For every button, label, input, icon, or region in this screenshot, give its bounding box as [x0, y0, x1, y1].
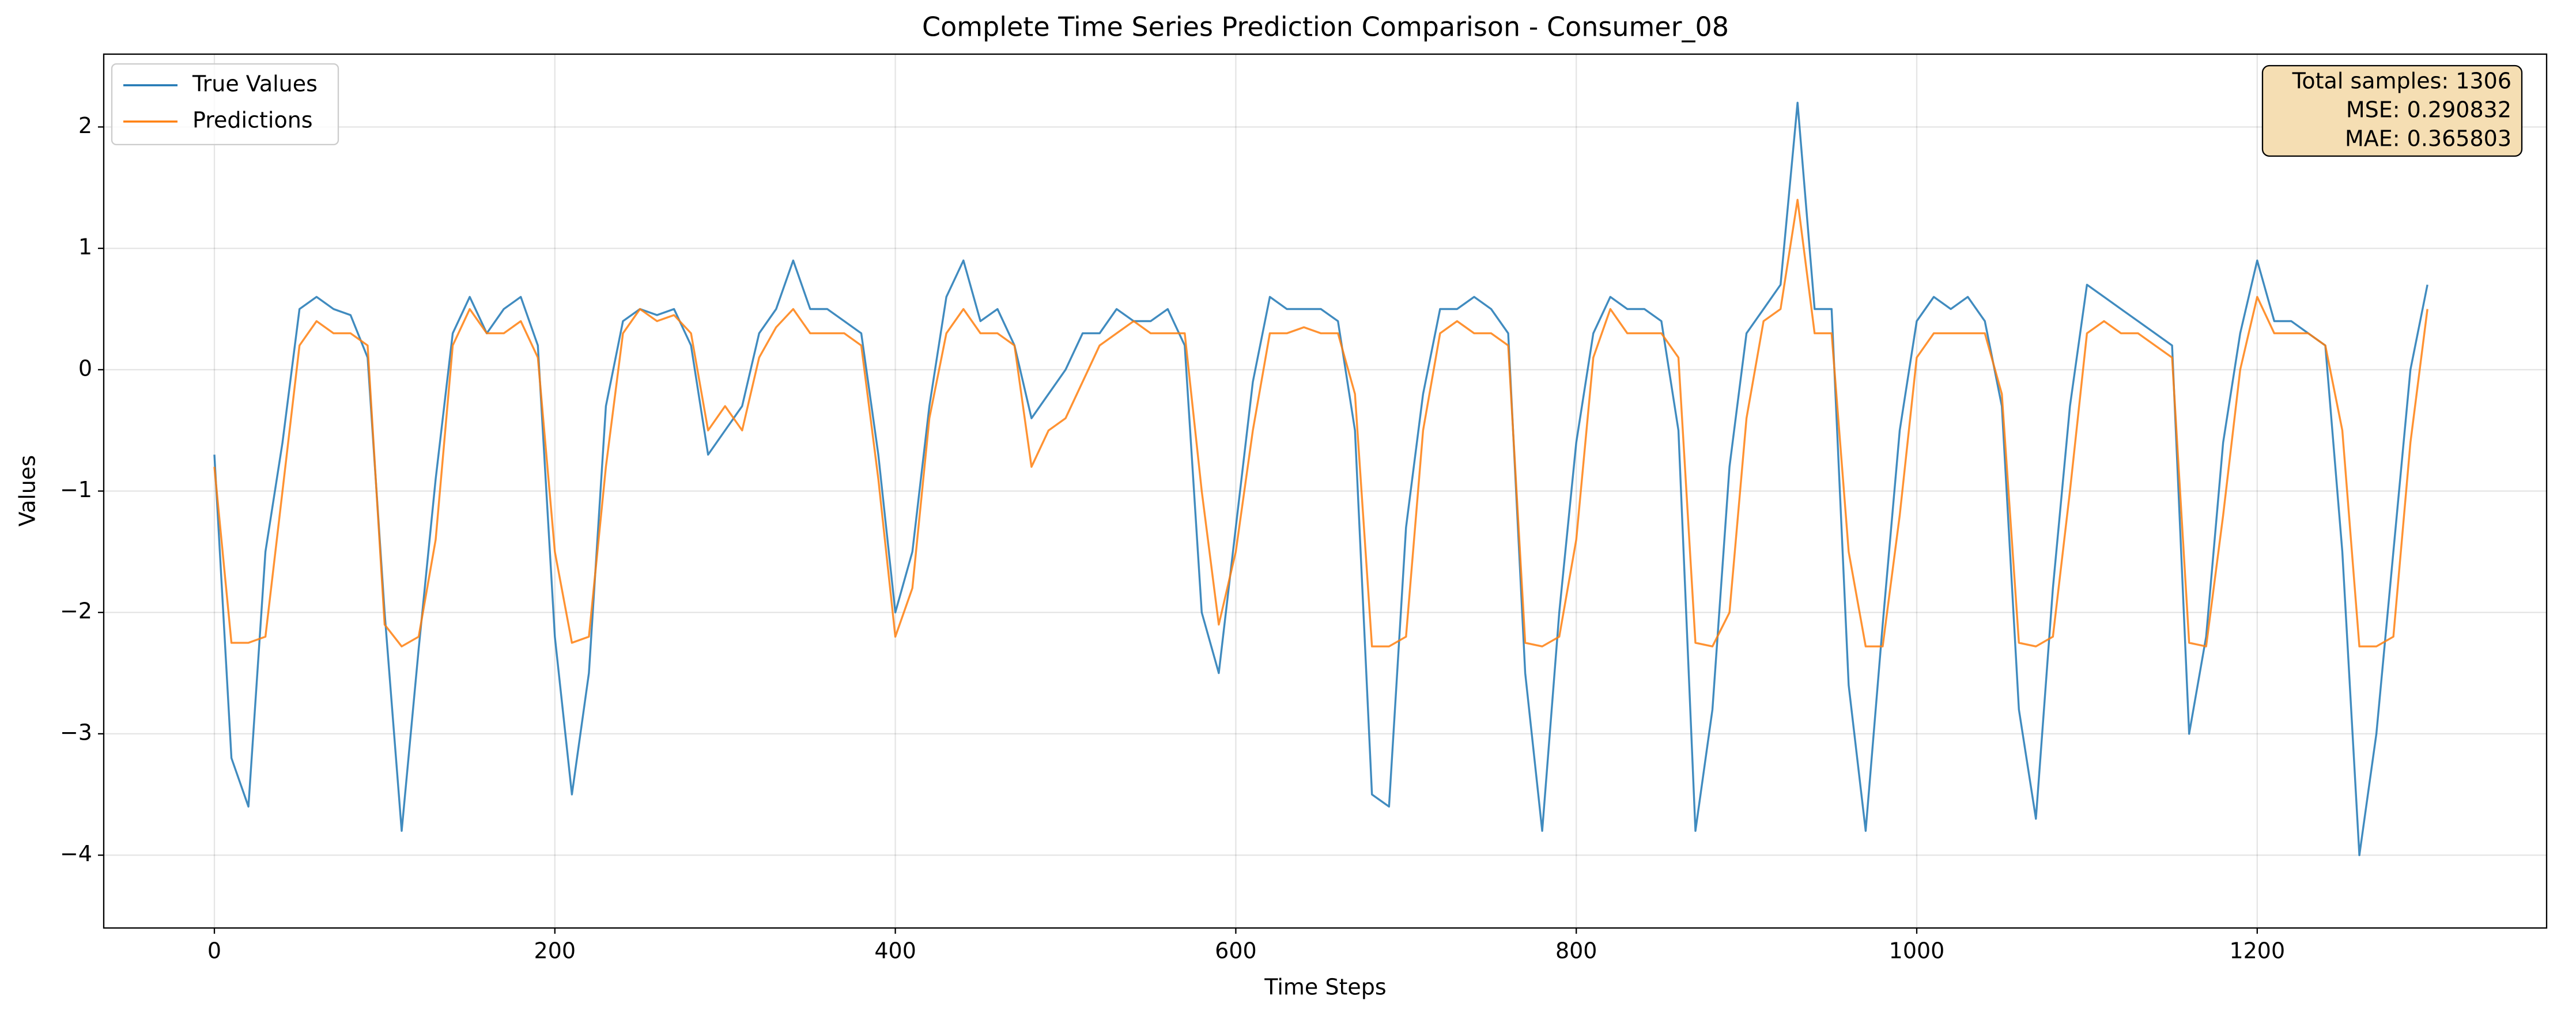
series-line	[213, 199, 2428, 647]
x-axis-label: Time Steps	[1264, 975, 1386, 1000]
y-tick-label: 2	[78, 113, 92, 138]
x-tick-label: 200	[534, 938, 576, 964]
annotation-text: MAE: 0.365803	[2345, 126, 2511, 151]
x-tick-label: 400	[874, 938, 916, 964]
y-tick-label: −2	[60, 598, 92, 624]
x-tick-label: 800	[1555, 938, 1597, 964]
y-tick-label: −4	[60, 841, 92, 866]
plot-frame	[103, 53, 2548, 929]
annotation-box	[2261, 65, 2523, 157]
series-line	[213, 101, 2428, 857]
x-tick-label: 1000	[1889, 938, 1945, 964]
legend-label: True Values	[192, 71, 318, 97]
y-tick-label: −3	[60, 719, 92, 745]
annotation-text: MSE: 0.290832	[2346, 97, 2511, 123]
y-tick-label: −1	[60, 477, 92, 502]
legend-box	[111, 63, 339, 146]
y-axis-label: Values	[15, 455, 40, 526]
y-tick-label: 0	[78, 355, 92, 381]
x-tick-label: 1200	[2229, 938, 2285, 964]
annotation-text: Total samples: 1306	[2292, 69, 2511, 94]
x-tick-label: 0	[207, 938, 221, 964]
legend-label: Predictions	[192, 108, 313, 133]
y-tick-label: 1	[78, 234, 92, 260]
chart-title: Complete Time Series Prediction Comparis…	[922, 12, 1729, 43]
x-tick-label: 600	[1215, 938, 1257, 964]
